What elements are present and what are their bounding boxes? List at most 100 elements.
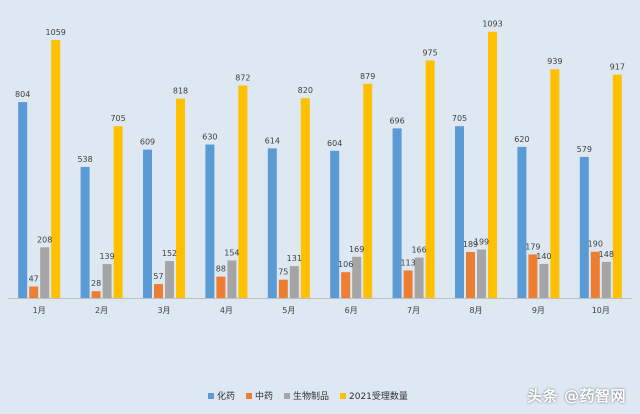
data-label: 47 xyxy=(29,275,39,284)
data-label: 106 xyxy=(338,260,353,269)
bar-2-3 xyxy=(154,284,163,298)
bar-3-4 xyxy=(227,260,237,298)
data-label: 818 xyxy=(173,87,188,96)
bar-3-9 xyxy=(539,263,549,298)
data-label: 140 xyxy=(536,252,551,261)
bar-4-7 xyxy=(425,60,435,298)
data-label: 1093 xyxy=(482,20,502,29)
x-tick-label: 8月 xyxy=(469,306,482,315)
data-label: 139 xyxy=(99,252,114,261)
bar-1-10 xyxy=(579,156,589,298)
data-label: 154 xyxy=(224,249,239,258)
bar-3-6 xyxy=(352,256,362,298)
data-label: 208 xyxy=(37,235,52,244)
bar-3-3 xyxy=(165,261,174,298)
data-label: 579 xyxy=(577,145,592,154)
x-tick-label: 3月 xyxy=(157,306,170,315)
x-tick-labels: 1月 2月 3月 4月 5月 6月 7月 8月 9月 10月 xyxy=(33,306,610,315)
watermark: 头条 @药智网 xyxy=(527,387,626,405)
bar-4-1 xyxy=(51,40,61,298)
data-label: 975 xyxy=(422,49,437,58)
x-tick-label: 7月 xyxy=(407,306,420,315)
x-tick-label: 2月 xyxy=(95,306,108,315)
data-label: 189 xyxy=(463,240,478,249)
data-label: 705 xyxy=(110,114,125,123)
bar-1-1 xyxy=(18,102,28,298)
bar-4-6 xyxy=(363,83,373,298)
bar-4-5 xyxy=(300,98,310,298)
data-label: 169 xyxy=(349,245,364,254)
legend-label: 2021受理数量 xyxy=(349,390,408,402)
legend-swatch xyxy=(284,393,290,399)
data-label: 113 xyxy=(400,259,415,268)
bar-3-5 xyxy=(289,266,299,298)
bar-2-6 xyxy=(341,272,351,298)
data-label: 148 xyxy=(599,250,614,259)
bar-1-5 xyxy=(267,148,277,298)
data-label: 1059 xyxy=(46,28,66,37)
data-label: 804 xyxy=(15,90,30,99)
bar-1-6 xyxy=(330,150,340,298)
bar-2-10 xyxy=(590,251,600,298)
bar-4-10 xyxy=(612,74,622,298)
legend-swatch xyxy=(340,393,346,399)
legend-label: 中药 xyxy=(255,390,273,402)
data-label: 879 xyxy=(360,72,375,81)
bars-layer xyxy=(18,31,622,298)
legend-swatch xyxy=(246,393,252,399)
x-tick-label: 1月 xyxy=(33,306,46,315)
bar-4-2 xyxy=(113,126,123,298)
bar-4-9 xyxy=(550,69,560,298)
data-label: 57 xyxy=(153,272,163,281)
bar-1-8 xyxy=(455,126,464,298)
x-tick-label: 5月 xyxy=(282,306,295,315)
data-label: 190 xyxy=(588,240,603,249)
bar-1-9 xyxy=(517,146,527,298)
bar-1-7 xyxy=(392,128,402,298)
legend: 化药 中药 生物制品 2021受理数量 xyxy=(208,390,408,402)
bar-2-1 xyxy=(29,286,39,298)
bar-4-4 xyxy=(238,85,248,298)
data-label: 939 xyxy=(547,57,562,66)
bar-2-5 xyxy=(278,279,288,298)
bar-4-3 xyxy=(176,98,185,298)
data-label: 604 xyxy=(327,139,342,148)
bar-3-1 xyxy=(40,247,50,298)
data-label: 614 xyxy=(265,136,280,145)
data-label: 538 xyxy=(77,155,92,164)
bar-4-8 xyxy=(488,31,497,298)
bar-1-2 xyxy=(80,166,90,298)
x-tick-label: 6月 xyxy=(345,306,358,315)
data-label: 917 xyxy=(610,63,625,72)
data-label: 609 xyxy=(140,138,155,147)
data-labels-layer: 804 47 208 1059 538 28 139 705 609 57 152 818 630 88 1… xyxy=(15,20,625,289)
bar-3-7 xyxy=(414,257,424,298)
data-label: 179 xyxy=(525,242,540,251)
bar-2-4 xyxy=(216,276,226,298)
data-label: 872 xyxy=(235,74,250,83)
x-tick-label: 4月 xyxy=(220,306,233,315)
data-label: 630 xyxy=(202,133,217,142)
x-tick-label: 10月 xyxy=(592,306,610,315)
data-label: 152 xyxy=(162,249,177,258)
bar-2-7 xyxy=(403,270,413,298)
data-label: 75 xyxy=(278,268,288,277)
data-label: 88 xyxy=(216,265,226,274)
data-label: 705 xyxy=(452,114,467,123)
bar-3-10 xyxy=(601,261,611,298)
bar-3-2 xyxy=(102,264,112,298)
legend-label: 化药 xyxy=(217,390,235,402)
bar-1-3 xyxy=(143,149,152,298)
data-label: 696 xyxy=(389,116,404,125)
bar-2-2 xyxy=(91,291,101,298)
x-tick-label: 9月 xyxy=(532,306,545,315)
data-label: 620 xyxy=(514,135,529,144)
data-label: 131 xyxy=(287,254,302,263)
bar-1-4 xyxy=(205,144,215,298)
legend-swatch xyxy=(208,393,214,399)
data-label: 28 xyxy=(91,279,101,288)
data-label: 199 xyxy=(474,238,489,247)
data-label: 820 xyxy=(298,86,313,95)
